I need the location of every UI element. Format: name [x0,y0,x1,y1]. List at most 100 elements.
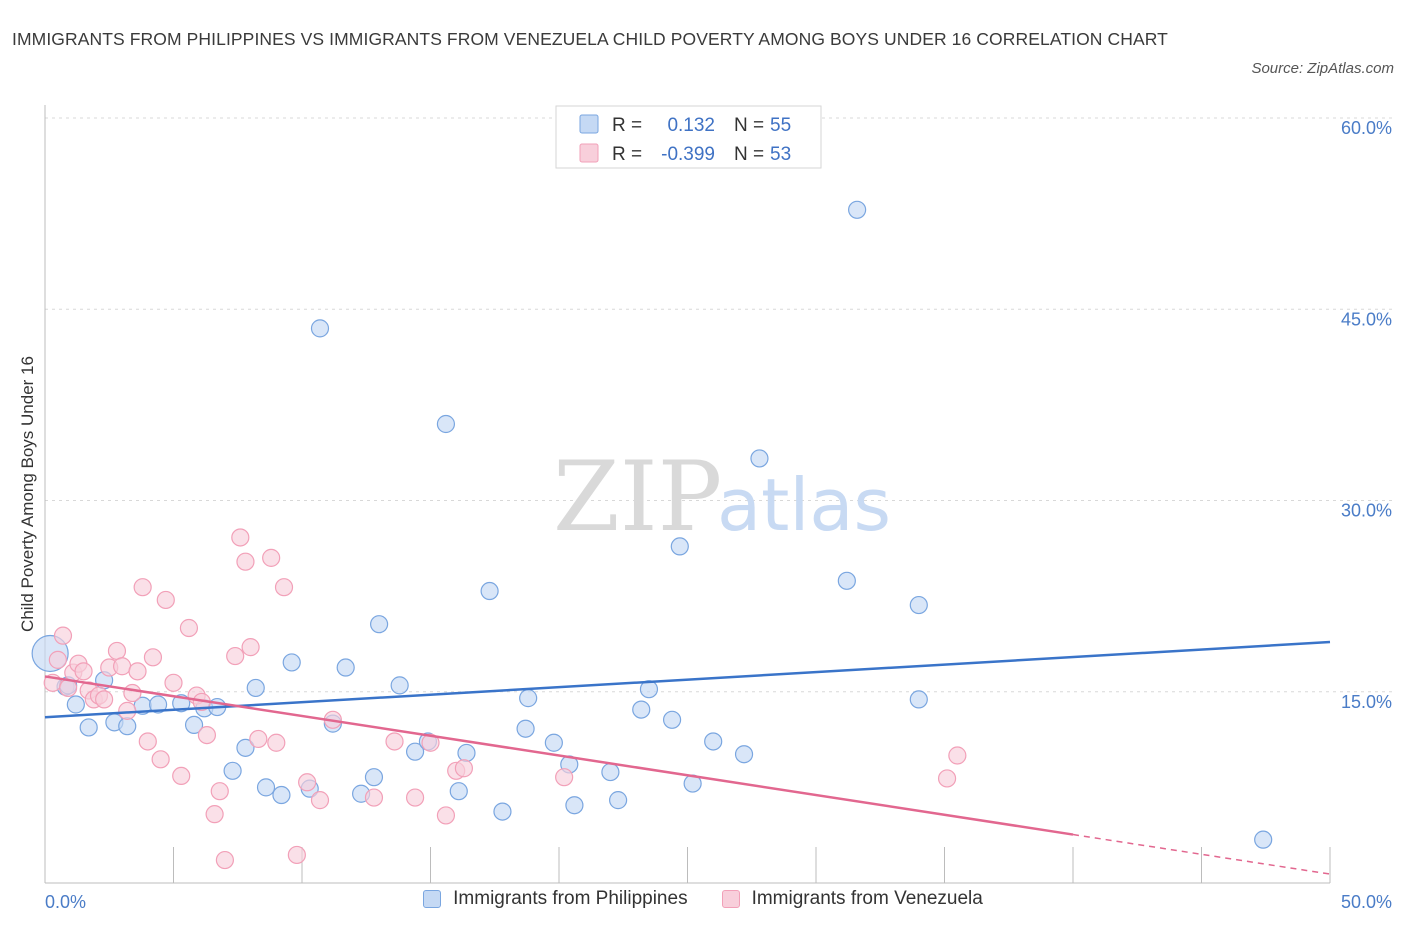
point-s0-16 [256,778,276,797]
point-s1-27 [197,725,217,745]
point-s1-46 [421,733,440,752]
point-s1-1 [48,650,67,669]
y-axis-label: Child Poverty Among Boys Under 16 [18,356,37,632]
point-s1-30 [215,850,234,870]
trend-line-s1 [44,675,1074,836]
point-s1-41 [310,791,330,810]
point-s0-35 [519,689,538,708]
x-tick-label-start: 0.0% [45,892,86,912]
point-s0-25 [370,615,389,634]
point-s1-37 [267,733,286,752]
point-s0-32 [480,581,499,601]
point-s1-6 [74,662,93,681]
point-s0-8 [148,695,168,714]
point-s1-49 [454,759,474,778]
point-s0-15 [246,678,265,698]
point-s1-47 [436,806,456,825]
x-tick-label-end: 50.0% [1341,892,1392,912]
point-s0-31 [457,743,476,763]
stats-n-label-0: N = [734,115,764,136]
point-s0-44 [670,537,689,556]
point-s1-31 [226,646,245,666]
point-s1-2 [53,626,73,645]
stats-n-value-1: 53 [770,144,791,165]
legend-label-venezuela: Immigrants from Venezuela [751,888,983,909]
point-s1-35 [249,729,268,749]
point-s0-50 [848,200,867,219]
stats-r-label-1: R = [612,144,642,165]
point-s1-51 [937,769,957,788]
point-s1-40 [298,773,317,792]
y-tick-label-3: 60.0% [1341,118,1392,138]
point-s0-27 [405,742,425,761]
point-s1-15 [123,683,142,703]
trend-lines [44,640,1331,875]
stats-r-value-0: 0.132 [667,115,715,136]
stats-r-label-0: R = [612,115,642,136]
point-s0-36 [544,733,563,752]
point-s1-34 [241,638,260,657]
point-s0-38 [565,796,584,815]
point-s0-33 [493,802,512,821]
point-s0-22 [336,658,355,677]
point-s1-44 [385,732,404,751]
x-tick-labels: 0.0% 50.0% [45,892,1392,912]
point-s0-48 [750,449,769,468]
y-tick-label-2: 45.0% [1341,309,1392,329]
legend-label-philippines: Immigrants from Philippines [453,888,688,909]
trend-line-s0 [44,640,1331,719]
stats-n-label-1: N = [734,144,764,165]
point-s1-33 [236,552,255,571]
point-s0-17 [272,785,291,805]
point-s0-18 [282,653,301,672]
watermark-zip: ZIP [553,441,722,553]
point-s0-3 [79,718,98,737]
stats-swatch-0 [579,114,599,134]
y-tick-label-0: 15.0% [1341,692,1392,712]
point-s0-43 [662,710,682,729]
legend-swatch-venezuela [721,890,740,908]
point-s0-6 [118,717,137,736]
point-s1-50 [555,768,574,787]
point-s1-43 [364,788,384,807]
point-s1-32 [231,528,250,547]
legend-item-venezuela: Immigrants from Venezuela [721,888,983,910]
point-s1-18 [138,732,157,751]
stats-r-value-1: -0.399 [661,144,715,165]
point-s1-38 [274,578,294,597]
point-s1-17 [133,578,152,597]
chart-title: IMMIGRANTS FROM PHILIPPINES VS IMMIGRANT… [12,29,1168,49]
point-s0-34 [516,719,535,738]
y-tick-labels: 15.0% 30.0% 45.0% 60.0% [1341,118,1392,712]
point-s1-52 [948,746,967,765]
point-s0-20 [310,319,330,338]
series-legend: Immigrants from Philippines Immigrants f… [0,888,1406,910]
point-s0-49 [837,571,856,590]
point-s1-45 [405,788,425,807]
point-s0-2 [66,695,85,714]
point-s0-29 [436,414,456,434]
point-s1-12 [107,641,127,661]
axes [44,105,1331,884]
y-tick-label-1: 30.0% [1341,501,1392,521]
point-s1-20 [151,750,170,769]
stats-legend-box [555,105,822,169]
point-s0-14 [236,738,255,757]
point-s0-26 [390,676,409,695]
point-s0-52 [909,690,928,709]
point-s1-36 [262,548,281,567]
point-s1-19 [143,648,163,667]
point-s1-29 [210,782,229,801]
point-s1-24 [179,618,199,638]
point-s0-47 [734,745,754,764]
point-s1-23 [172,766,191,786]
grid [45,117,1392,693]
point-s0-39 [601,762,620,782]
point-s0-30 [449,782,468,801]
legend-item-philippines: Immigrants from Philippines [423,888,688,910]
legend-swatch-philippines [423,890,442,908]
point-s0-24 [364,768,384,787]
point-s0-46 [704,732,723,751]
watermark: ZIP atlas [553,441,891,553]
point-s0-41 [632,700,651,719]
